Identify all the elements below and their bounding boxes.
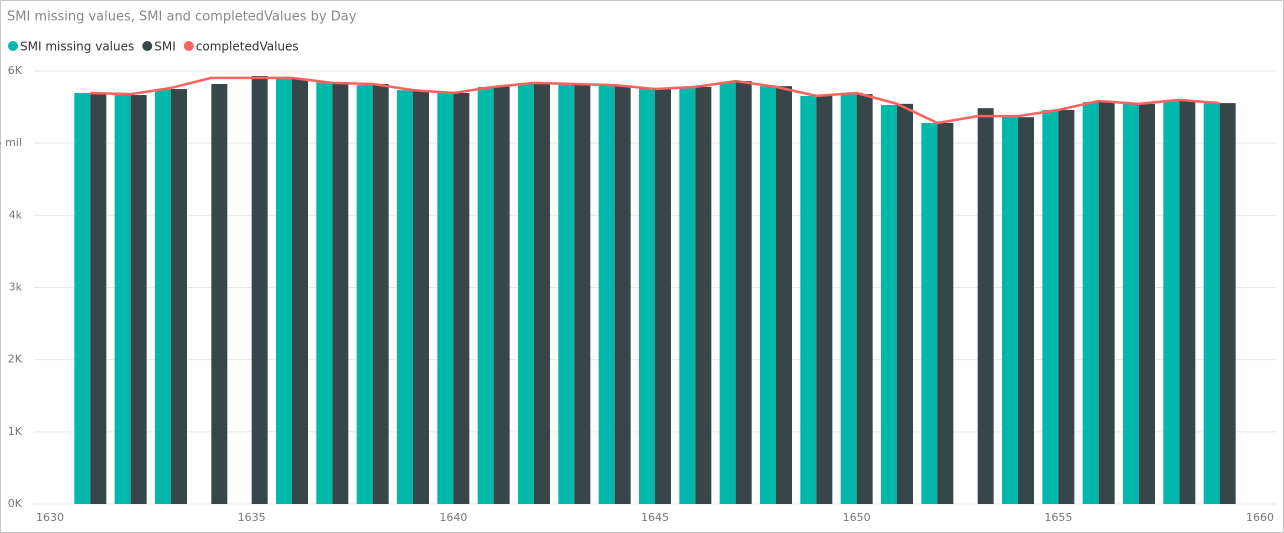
x-tick-label: 1640 xyxy=(439,511,467,524)
bar xyxy=(760,86,776,504)
legend-label[interactable]: SMI xyxy=(154,40,176,54)
bar xyxy=(937,122,954,505)
legend-label[interactable]: completedValues xyxy=(196,40,299,54)
bar xyxy=(614,86,631,504)
bar xyxy=(1203,103,1220,504)
bar xyxy=(453,93,470,504)
bar xyxy=(977,108,994,504)
legend-marker[interactable] xyxy=(183,41,194,51)
line xyxy=(90,76,1220,125)
bar xyxy=(493,86,510,504)
bar xyxy=(574,83,591,505)
bar xyxy=(679,86,696,505)
bar xyxy=(1002,117,1018,504)
bar xyxy=(1179,100,1196,505)
bar xyxy=(534,83,550,505)
bar xyxy=(356,85,373,504)
bar xyxy=(397,90,413,504)
bar xyxy=(276,78,292,505)
bar xyxy=(1123,103,1139,505)
bar xyxy=(1042,109,1059,504)
y-tick-label: 6K xyxy=(8,64,23,77)
bar xyxy=(114,95,131,505)
bar xyxy=(840,94,857,505)
bar xyxy=(558,83,575,505)
bar xyxy=(332,82,349,504)
y-tick-label: 4k xyxy=(9,208,23,221)
bar xyxy=(598,85,615,504)
y-tick-label: 2K xyxy=(8,353,23,366)
bar xyxy=(719,81,736,504)
bar xyxy=(251,76,268,504)
bar xyxy=(1139,103,1155,505)
y-tick-label: 3k xyxy=(9,281,23,294)
bar xyxy=(1163,100,1180,505)
x-tick-label: 1635 xyxy=(238,511,266,524)
bar xyxy=(1058,109,1075,504)
bar xyxy=(1082,102,1099,504)
bar xyxy=(90,94,107,505)
bar xyxy=(695,86,712,505)
legend-label[interactable]: SMI missing values xyxy=(20,40,134,54)
x-tick-label: 1645 xyxy=(641,511,669,524)
bar xyxy=(211,83,228,505)
bar xyxy=(316,81,333,504)
bar xyxy=(856,94,873,505)
bar xyxy=(897,103,913,505)
bar xyxy=(74,93,91,504)
x-tick-label: 1650 xyxy=(843,511,871,524)
y-tick-label: 0K xyxy=(8,497,23,510)
bar xyxy=(130,95,147,505)
bar xyxy=(816,95,833,505)
x-tick-label: 1655 xyxy=(1044,511,1072,524)
x-tick-label: 1630 xyxy=(36,511,64,524)
y-tick-label: 1K xyxy=(8,425,23,438)
bar xyxy=(1098,102,1115,504)
bar xyxy=(155,89,171,505)
bar xyxy=(735,81,752,504)
bar xyxy=(413,90,429,504)
legend-marker[interactable] xyxy=(142,41,153,51)
legend-marker[interactable] xyxy=(8,41,18,51)
bar xyxy=(437,91,454,504)
bar xyxy=(518,83,534,505)
bar xyxy=(655,89,671,505)
bar xyxy=(881,104,897,504)
bar xyxy=(171,89,187,505)
bar xyxy=(639,87,655,504)
bar xyxy=(800,95,817,505)
chart-title: SMI missing values, SMI and completedVal… xyxy=(7,10,357,25)
bar xyxy=(372,83,389,505)
y-tick-label: 5 mil xyxy=(0,136,22,149)
bar xyxy=(776,86,792,504)
bar xyxy=(292,78,308,505)
bar xyxy=(921,122,938,505)
bar xyxy=(1219,103,1236,504)
x-tick-label: 1660 xyxy=(1246,511,1274,524)
bar xyxy=(477,86,494,505)
bar xyxy=(1018,117,1034,504)
